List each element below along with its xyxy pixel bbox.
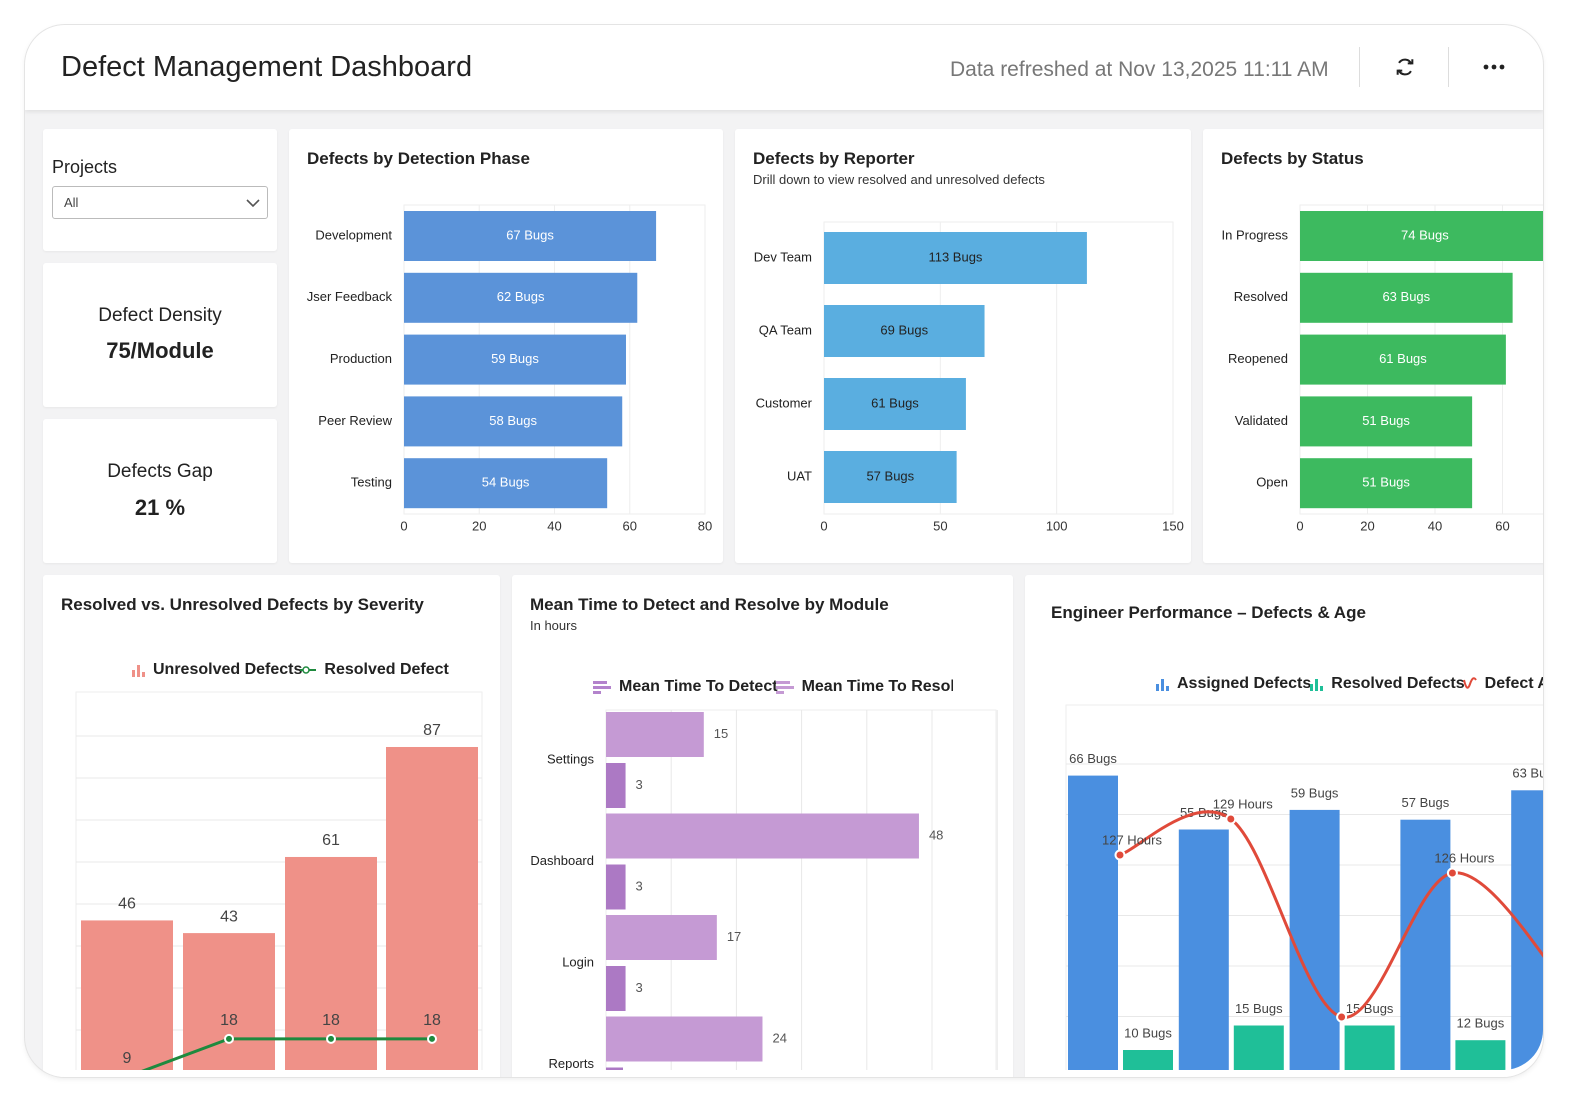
legend-label: Mean Time To Detect <box>619 678 778 695</box>
engineer-card: Engineer Performance – Defects & Age <box>1025 575 1543 1077</box>
divider <box>1448 47 1449 87</box>
projects-filter-card: Projects All <box>43 129 277 251</box>
legend-item[interactable]: Assigned Defects <box>1155 675 1311 693</box>
projects-dropdown[interactable]: All <box>52 186 268 219</box>
legend-item[interactable]: Resolved Defect <box>300 661 449 679</box>
spline-series-icon <box>1462 677 1477 689</box>
bar-series-icon <box>132 665 145 677</box>
hbar-series-icon <box>775 681 794 694</box>
bar-series-icon <box>1310 679 1324 691</box>
legend-label: Unresolved Defects <box>153 661 303 678</box>
projects-selected-value: All <box>64 195 79 210</box>
legend-label: Mean Time To Resolve <box>801 678 953 695</box>
legend-label: Resolved Defect <box>324 661 449 678</box>
chart-subtitle: Drill down to view resolved and unresolv… <box>753 172 1045 187</box>
refresh-button[interactable] <box>1387 51 1423 83</box>
dashboard-frame: Defect Management Dashboard Data refresh… <box>25 25 1543 1077</box>
chart-title: Resolved vs. Unresolved Defects by Sever… <box>61 595 424 614</box>
chevron-down-icon <box>246 199 260 208</box>
legend-item[interactable]: Defect Age <box>1462 675 1543 693</box>
header: Defect Management Dashboard Data refresh… <box>25 25 1543 110</box>
chart-subtitle: In hours <box>530 618 577 633</box>
kpi-value: 21 % <box>134 495 186 520</box>
mean-time-card: Mean Time to Detect and Resolve by Modul… <box>512 575 1013 1077</box>
severity-legend: Unresolved Defects Resolved Defect <box>131 661 457 679</box>
line-data-label: 12 <box>1568 958 1582 973</box>
kpi-value: 75/Module <box>106 338 214 363</box>
kpi-label: Defects Gap <box>107 461 213 482</box>
mean-time-legend: Mean Time To Detect Mean Time To Resolve <box>593 678 953 696</box>
legend-item[interactable]: Unresolved Defects <box>131 661 302 679</box>
refresh-timestamp: Data refreshed at Nov 13,2025 11:11 AM <box>950 58 1329 81</box>
severity-card: Resolved vs. Unresolved Defects by Sever… <box>43 575 500 1077</box>
bar-series-icon <box>1156 679 1169 691</box>
defects-gap-card: Defects Gap 21 % <box>43 419 277 563</box>
chart-title: Defects by Status <box>1221 149 1364 168</box>
legend-item[interactable]: Resolved Defects <box>1309 675 1465 693</box>
kpi-label: Defect Density <box>98 305 222 326</box>
legend-item[interactable]: Mean Time To Resolve <box>775 678 953 696</box>
chart-title: Defects by Reporter <box>753 149 915 168</box>
chart-title: Engineer Performance – Defects & Age <box>1051 603 1366 622</box>
hbar-series-icon <box>593 681 611 694</box>
reporter-card: Defects by Reporter Drill down to view r… <box>735 129 1191 563</box>
more-options-button[interactable] <box>1476 51 1512 83</box>
refresh-icon <box>1396 58 1414 76</box>
divider <box>1359 47 1360 87</box>
legend-item[interactable]: Mean Time To Detect <box>593 678 778 696</box>
chart-title: Defects by Detection Phase <box>307 149 530 168</box>
engineer-legend: Assigned Defects Resolved Defects Defect… <box>1155 675 1543 693</box>
defect-age-point[interactable] <box>1559 977 1568 986</box>
legend-label: Defect Age <box>1484 675 1543 692</box>
legend-label: Resolved Defects <box>1331 675 1465 692</box>
line-series-icon <box>300 666 317 674</box>
page-title: Defect Management Dashboard <box>61 51 473 83</box>
status-card: Defects by Status <box>1203 129 1543 563</box>
chart-title: Mean Time to Detect and Resolve by Modul… <box>530 595 889 614</box>
legend-label: Assigned Defects <box>1177 675 1312 692</box>
more-options-icon <box>1483 64 1505 70</box>
detection-phase-card: Defects by Detection Phase <box>289 129 723 563</box>
defect-density-card: Defect Density 75/Module <box>43 263 277 407</box>
projects-label: Projects <box>52 157 118 177</box>
